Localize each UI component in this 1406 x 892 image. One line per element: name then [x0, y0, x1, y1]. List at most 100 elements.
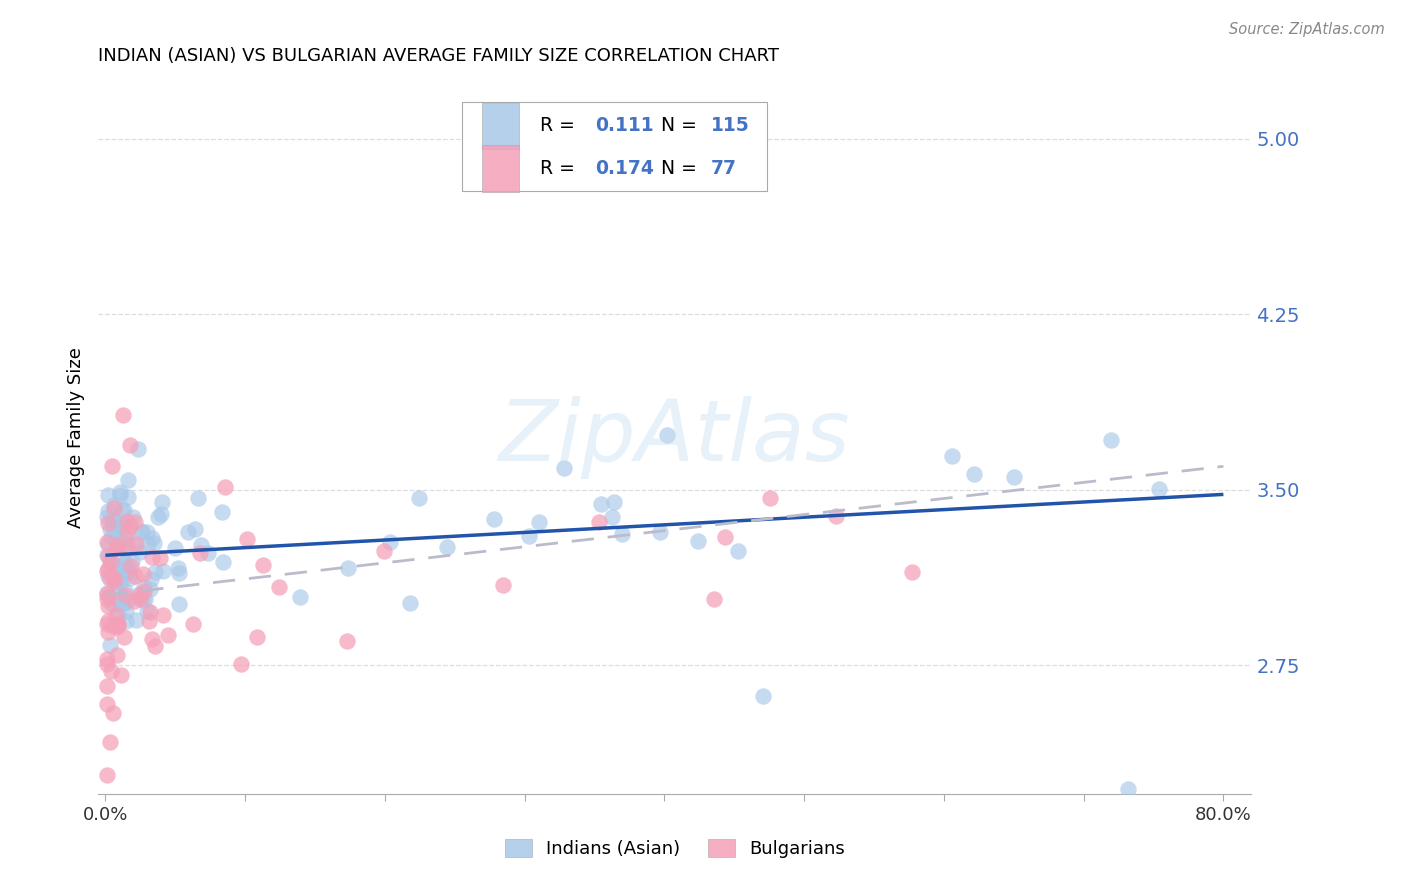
Point	[824, 509, 846, 524]
Point	[100, 665, 122, 679]
Point	[156, 627, 179, 641]
Point	[118, 565, 141, 579]
Text: R =: R =	[540, 116, 581, 136]
Point	[553, 461, 575, 475]
Point	[141, 549, 163, 564]
Point	[124, 515, 146, 529]
Point	[124, 593, 146, 607]
Point	[231, 657, 253, 671]
Point	[114, 589, 136, 603]
Point	[246, 630, 269, 644]
Point	[141, 531, 163, 545]
Point	[97, 614, 120, 628]
Point	[235, 532, 257, 546]
Point	[117, 539, 139, 553]
Point	[131, 524, 153, 539]
Text: N =: N =	[661, 116, 703, 136]
Point	[373, 544, 395, 558]
Point	[114, 583, 136, 598]
Point	[136, 524, 159, 539]
Point	[118, 519, 141, 533]
Point	[941, 449, 963, 463]
Point	[100, 597, 122, 611]
Point	[759, 491, 782, 506]
Point	[152, 564, 174, 578]
Point	[103, 574, 125, 588]
Point	[114, 543, 136, 558]
Point	[183, 522, 205, 536]
Point	[96, 564, 118, 578]
Point	[96, 768, 118, 782]
Point	[125, 613, 148, 627]
Text: 0.174: 0.174	[595, 159, 654, 178]
Point	[129, 524, 152, 538]
Point	[901, 565, 924, 579]
Point	[963, 467, 986, 481]
Point	[167, 561, 190, 575]
Point	[110, 668, 132, 682]
Point	[96, 587, 118, 601]
Point	[149, 550, 172, 565]
Bar	[482, 145, 519, 192]
Point	[127, 442, 149, 456]
Point	[190, 538, 212, 552]
Point	[408, 491, 430, 505]
Point	[176, 524, 198, 539]
Point	[105, 584, 128, 599]
Point	[121, 554, 143, 568]
Point	[101, 459, 124, 474]
Point	[124, 569, 146, 583]
Point	[150, 507, 173, 521]
Point	[98, 572, 121, 586]
Point	[336, 561, 359, 575]
Point	[600, 510, 623, 524]
Point	[252, 558, 274, 573]
Point	[115, 604, 138, 618]
Point	[97, 599, 120, 614]
Point	[108, 484, 131, 499]
Point	[108, 488, 131, 502]
Point	[714, 530, 737, 544]
Point	[603, 494, 626, 508]
Point	[131, 566, 153, 581]
Point	[103, 618, 125, 632]
Point	[115, 614, 138, 628]
Point	[128, 588, 150, 602]
Point	[436, 541, 458, 555]
Point	[96, 652, 118, 666]
Point	[132, 584, 155, 599]
Point	[115, 514, 138, 528]
Bar	[461, 102, 768, 191]
Point	[1353, 144, 1375, 158]
Point	[143, 535, 166, 549]
Point	[136, 604, 159, 618]
Point	[187, 491, 209, 505]
Point	[139, 582, 162, 596]
Point	[111, 597, 134, 611]
Point	[588, 515, 610, 529]
Point	[112, 596, 135, 610]
Point	[1002, 470, 1025, 484]
Point	[128, 591, 150, 606]
Point	[380, 535, 402, 549]
Point	[129, 545, 152, 559]
Point	[492, 577, 515, 591]
Point	[610, 527, 633, 541]
Point	[100, 530, 122, 544]
Point	[181, 617, 204, 632]
Point	[105, 608, 128, 623]
Point	[97, 625, 120, 640]
Point	[105, 620, 128, 634]
Point	[188, 546, 211, 560]
Point	[112, 529, 135, 543]
Point	[152, 607, 174, 622]
Point	[134, 580, 156, 594]
Point	[167, 566, 190, 580]
Point	[96, 586, 118, 600]
Point	[105, 541, 128, 555]
Point	[214, 480, 236, 494]
Point	[111, 408, 134, 422]
Point	[96, 657, 118, 671]
Point	[288, 590, 311, 604]
Point	[96, 562, 118, 576]
